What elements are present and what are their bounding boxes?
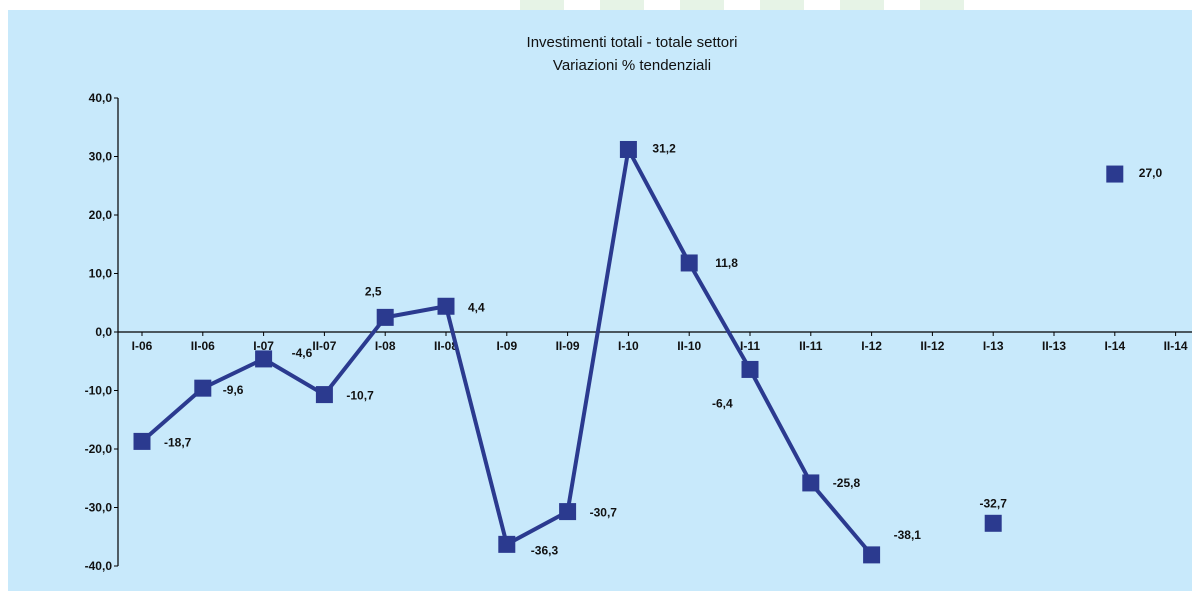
data-point-marker xyxy=(133,432,151,450)
top-stripe xyxy=(840,0,884,12)
data-label: -18,7 xyxy=(164,435,192,449)
y-tick-label: -40,0 xyxy=(85,559,113,573)
chart-title: Investimenti totali - totale settori xyxy=(527,34,738,51)
data-label: -30,7 xyxy=(590,506,618,520)
x-tick-label: II-14 xyxy=(1164,339,1188,353)
top-stripe xyxy=(600,0,644,12)
x-tick-label: I-08 xyxy=(375,339,396,353)
data-label: 2,5 xyxy=(365,284,382,298)
data-label: -9,6 xyxy=(223,383,244,397)
data-label: -6,4 xyxy=(712,396,733,410)
data-point-marker xyxy=(315,386,333,404)
data-label: -38,1 xyxy=(894,528,922,542)
data-point-marker xyxy=(255,350,273,368)
y-tick-label: 30,0 xyxy=(89,150,113,164)
x-tick-label: II-06 xyxy=(191,339,215,353)
data-point-marker xyxy=(802,474,820,492)
y-tick-label: 40,0 xyxy=(89,91,113,105)
x-tick-label: I-13 xyxy=(983,339,1004,353)
x-tick-label: II-07 xyxy=(312,339,336,353)
data-label: -4,6 xyxy=(292,346,313,360)
x-tick-label: II-12 xyxy=(920,339,944,353)
top-stripe xyxy=(520,0,564,12)
x-tick-label: I-10 xyxy=(618,339,639,353)
data-label: -32,7 xyxy=(980,496,1008,510)
data-point-marker xyxy=(559,503,577,521)
data-point-marker xyxy=(498,535,516,553)
x-tick-label: II-13 xyxy=(1042,339,1066,353)
x-tick-label: I-06 xyxy=(132,339,153,353)
top-stripe xyxy=(680,0,724,12)
x-tick-label: I-12 xyxy=(861,339,882,353)
data-point-marker xyxy=(863,546,881,564)
y-tick-label: 10,0 xyxy=(89,267,113,281)
axes: 40,0 30,0 20,0 10,0 0,0 -10,0 -20,0 -30,0 -40,0 I… xyxy=(85,91,1192,573)
data-label: -10,7 xyxy=(346,389,374,403)
data-label: -36,3 xyxy=(531,543,559,557)
x-tick-label: I-07 xyxy=(253,339,274,353)
chart-subtitle: Variazioni % tendenziali xyxy=(553,57,711,74)
top-stripe xyxy=(920,0,964,12)
data-label: -25,8 xyxy=(833,476,861,490)
y-tick-label: -10,0 xyxy=(85,384,113,398)
x-tick-label: I-09 xyxy=(496,339,517,353)
data-label: 27,0 xyxy=(1139,166,1163,180)
data-label: 11,8 xyxy=(715,256,738,270)
data-point-marker xyxy=(376,308,394,326)
data-point-marker xyxy=(619,140,637,158)
x-tick-label: I-11 xyxy=(740,339,760,353)
y-tick-label: -20,0 xyxy=(85,442,113,456)
data-label: 4,4 xyxy=(468,300,485,314)
x-tick-label: II-08 xyxy=(434,339,458,353)
y-tick-label: -30,0 xyxy=(85,501,113,515)
data-point-marker xyxy=(680,254,698,272)
data-point-marker xyxy=(194,379,212,397)
data-point-marker xyxy=(437,297,455,315)
y-tick-label: 20,0 xyxy=(89,208,113,222)
y-tick-label: 0,0 xyxy=(95,325,112,339)
x-tick-label: I-14 xyxy=(1104,339,1125,353)
x-tick-label: II-10 xyxy=(677,339,701,353)
series-line xyxy=(133,140,1124,564)
data-point-marker xyxy=(1106,165,1124,183)
data-labels: -18,7 -9,6 -4,6 -10,7 2,5 4,4 -36,3 -30,7 31,2 11… xyxy=(164,141,1162,557)
top-stripe xyxy=(760,0,804,12)
data-point-marker xyxy=(741,360,759,378)
data-point-marker xyxy=(984,514,1002,532)
x-tick-label: II-11 xyxy=(799,339,823,353)
x-tick-label: II-09 xyxy=(556,339,580,353)
data-label: 31,2 xyxy=(652,141,676,155)
plot-area xyxy=(8,10,1192,591)
